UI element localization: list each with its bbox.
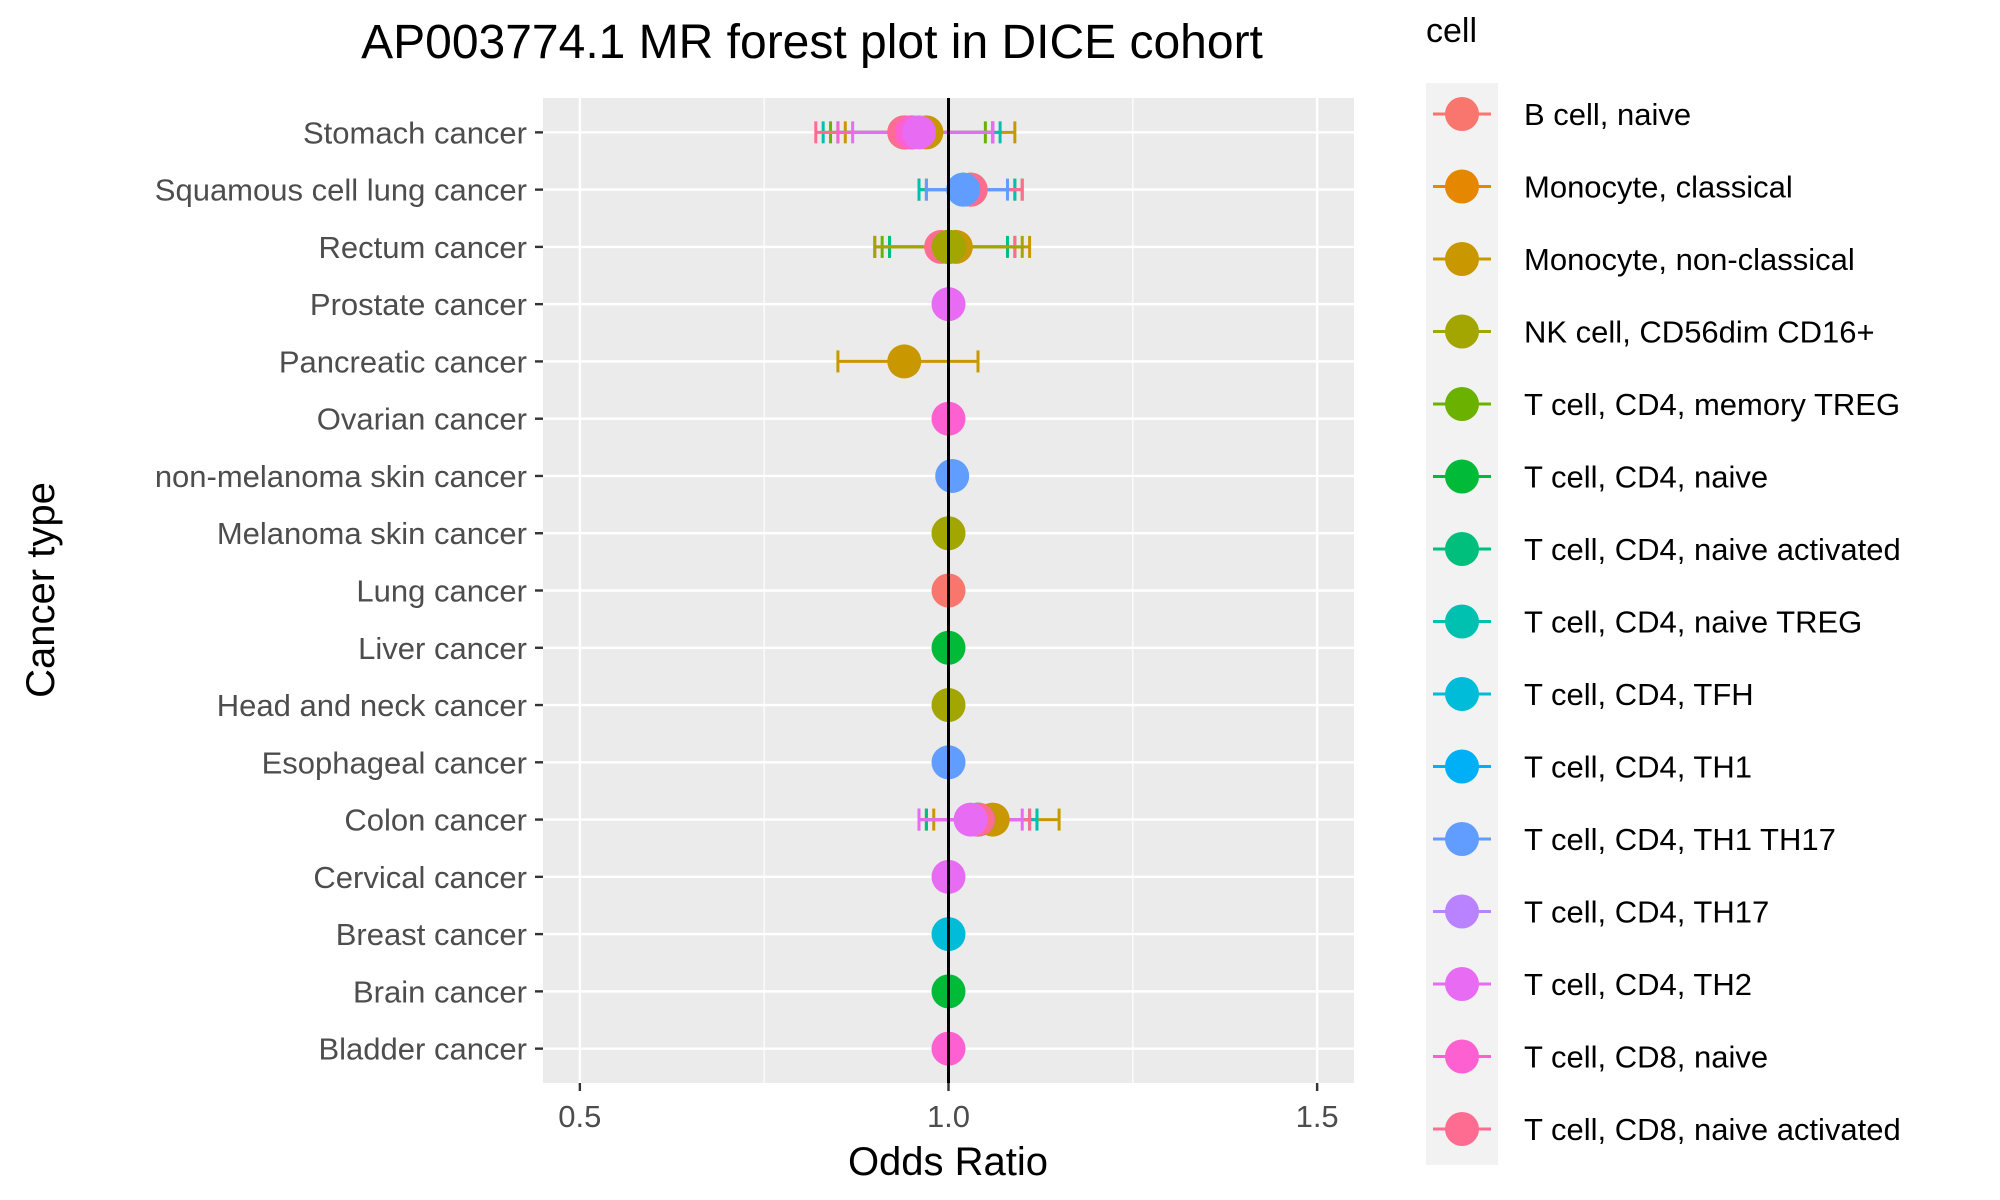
y-tick-label: Breast cancer xyxy=(336,917,527,952)
legend-label: T cell, CD4, TH2 xyxy=(1524,967,1752,1002)
legend-label: T cell, CD4, memory TREG xyxy=(1524,387,1900,422)
legend-label: T cell, CD4, naive activated xyxy=(1524,532,1901,567)
legend-entry: T cell, CD4, naive TREG xyxy=(1433,604,1862,640)
legend-entry: T cell, CD4, naive activated xyxy=(1433,532,1901,567)
y-tick-label: Esophageal cancer xyxy=(262,745,527,780)
legend-key-point xyxy=(1445,169,1479,204)
legend-entry: T cell, CD8, naive activated xyxy=(1433,1112,1901,1147)
y-tick-label: Head and neck cancer xyxy=(217,688,527,723)
y-tick-label: Stomach cancer xyxy=(303,115,527,150)
y-tick-label: Melanoma skin cancer xyxy=(217,516,527,551)
legend-label: Monocyte, non-classical xyxy=(1524,242,1855,277)
y-tick-label: Squamous cell lung cancer xyxy=(155,173,527,208)
y-tick-label: Liver cancer xyxy=(358,631,527,666)
data-point xyxy=(946,172,981,207)
legend-key-point xyxy=(1445,459,1479,494)
legend-entry: T cell, CD4, naive xyxy=(1433,459,1768,495)
legend-label: B cell, naive xyxy=(1524,97,1691,132)
legend-entry: B cell, naive xyxy=(1433,97,1691,132)
legend-label: T cell, CD4, TH17 xyxy=(1524,895,1769,930)
legend-title: cell xyxy=(1426,12,1477,50)
y-tick-label: Brain cancer xyxy=(353,974,527,1009)
y-tick-label: non-melanoma skin cancer xyxy=(155,459,527,494)
y-tick-label: Bladder cancer xyxy=(318,1032,527,1067)
legend-key-point xyxy=(1445,242,1479,276)
y-axis: Stomach cancer Squamous cell lung cancer R… xyxy=(155,115,543,1067)
legend-key-point xyxy=(1445,822,1479,856)
legend-key-point xyxy=(1445,532,1479,566)
legend-key-point xyxy=(1445,604,1479,639)
legend-key-point xyxy=(1445,387,1479,421)
y-tick-label: Colon cancer xyxy=(344,803,527,838)
legend-label: T cell, CD8, naive activated xyxy=(1524,1112,1901,1147)
x-axis-label: Odds Ratio xyxy=(848,1140,1048,1184)
legend-entry: T cell, CD4, TH2 xyxy=(1433,967,1752,1002)
y-tick-label: Pancreatic cancer xyxy=(279,344,527,379)
legend-entry: Monocyte, non-classical xyxy=(1433,242,1855,277)
data-point xyxy=(935,458,970,493)
x-axis: 0.5 1.0 1.5 xyxy=(558,1083,1339,1134)
legend-key-point xyxy=(1445,1112,1479,1146)
legend-entry: T cell, CD4, TH1 TH17 xyxy=(1433,822,1836,857)
legend-key-point xyxy=(1445,749,1479,784)
x-tick-label: 1.0 xyxy=(927,1099,970,1134)
legend-entry: T cell, CD4, TFH xyxy=(1433,677,1754,712)
y-axis-label: Cancer type xyxy=(19,482,63,698)
legend-label: T cell, CD4, naive xyxy=(1524,460,1768,495)
y-tick-label: Prostate cancer xyxy=(310,287,527,322)
y-tick-label: Ovarian cancer xyxy=(317,402,527,437)
legend-entry: T cell, CD8, naive xyxy=(1433,1039,1768,1075)
legend-entry: T cell, CD4, TH17 xyxy=(1433,894,1769,930)
x-tick-label: 0.5 xyxy=(558,1099,601,1134)
data-point xyxy=(953,802,988,837)
legend-label: T cell, CD8, naive xyxy=(1524,1040,1768,1075)
legend-key-point xyxy=(1445,1039,1479,1074)
legend-label: T cell, CD4, TH1 TH17 xyxy=(1524,822,1836,857)
legend-label: T cell, CD4, TFH xyxy=(1524,677,1754,712)
legend-label: Monocyte, classical xyxy=(1524,170,1793,205)
legend-label: T cell, CD4, TH1 xyxy=(1524,750,1752,785)
legend-entry: Monocyte, classical xyxy=(1433,169,1793,205)
legend-label: T cell, CD4, naive TREG xyxy=(1524,605,1862,640)
legend-key-point xyxy=(1445,314,1479,349)
x-tick-label: 1.5 xyxy=(1296,1099,1339,1134)
legend-entry: T cell, CD4, memory TREG xyxy=(1433,387,1900,422)
y-tick-label: Rectum cancer xyxy=(319,230,527,265)
legend-entry: T cell, CD4, TH1 xyxy=(1433,749,1752,785)
legend: cell B cell, naive Monocyte, classical Mon… xyxy=(1426,12,1901,1165)
data-point xyxy=(887,344,922,379)
legend-label: NK cell, CD56dim CD16+ xyxy=(1524,315,1875,350)
legend-key-point xyxy=(1445,894,1479,929)
legend-entry: NK cell, CD56dim CD16+ xyxy=(1433,314,1875,350)
legend-key-point xyxy=(1445,97,1479,131)
legend-key-point xyxy=(1445,967,1479,1001)
data-point xyxy=(902,115,937,150)
y-tick-label: Cervical cancer xyxy=(313,860,527,895)
legend-key-point xyxy=(1445,677,1479,711)
chart-title: AP003774.1 MR forest plot in DICE cohort xyxy=(361,16,1263,69)
y-tick-label: Lung cancer xyxy=(356,574,527,609)
